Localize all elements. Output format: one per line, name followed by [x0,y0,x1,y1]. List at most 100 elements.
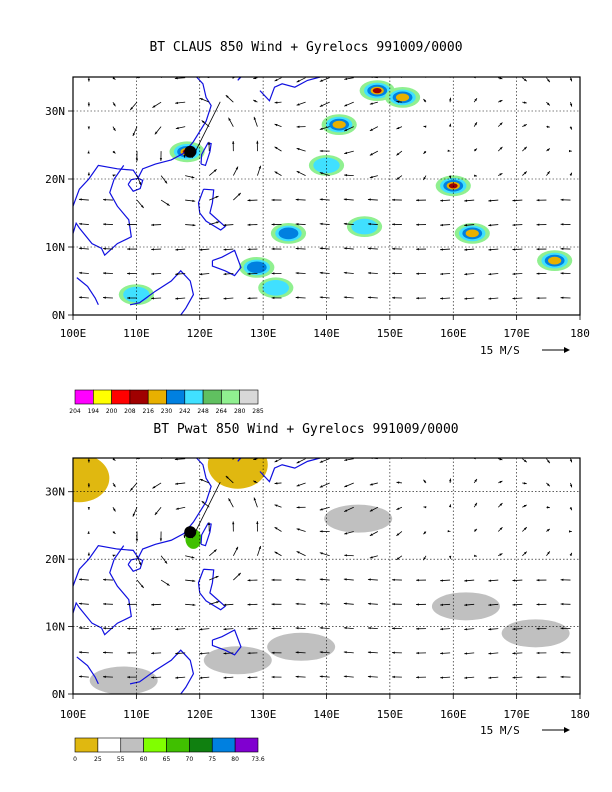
x-tick-label: 150E [377,708,404,721]
wind-arrowhead [78,247,82,250]
wind-arrowhead [448,555,452,559]
wind-arrowhead [274,146,278,150]
pwat-field-mark [501,619,570,648]
wind-arrowhead [547,102,550,106]
wind-arrowhead [344,484,348,487]
wind-arrowhead [175,248,179,251]
wind-arrowhead [464,199,468,202]
wind-arrowhead [396,152,400,156]
plot-frame [72,457,581,695]
wind-arrowhead [296,460,300,464]
x-tick-label: 110E [123,327,150,340]
wind-arrowhead [192,579,196,583]
wind-arrowhead [440,627,444,631]
wind-arrowhead [499,553,503,556]
wind-arrowhead [253,100,257,103]
wind-arrowhead [225,95,229,98]
wind-arrowhead [523,482,527,485]
wind-arrowhead [78,296,82,299]
y-tick-label: 0N [52,688,65,701]
wind-arrowhead [127,603,130,606]
pwat-field-mark [267,632,336,661]
wind-arrowhead [247,627,251,631]
wind-arrowhead [319,578,323,581]
wind-arrowhead [295,296,299,299]
wind-arrowhead [175,628,179,631]
wind-arrowhead [416,627,419,630]
colorbar-label: 25 [94,756,102,763]
wind-arrowhead [199,98,203,101]
wind-arrowhead [512,297,516,300]
wind-arrowhead [228,117,231,121]
wind-arrowhead [319,149,323,153]
wind-arrowhead [488,603,492,607]
wind-arrowhead [464,652,468,655]
wind-arrowhead [247,272,251,275]
wind-arrowhead [512,676,516,679]
wind-arrowhead [87,103,91,107]
colorbar-swatch [93,389,112,405]
wind-arrowhead [440,603,444,606]
wind-arrowhead [78,675,82,678]
wind-arrowhead [223,627,227,631]
wind-arrowhead [488,652,492,655]
wind-arrowhead [367,602,371,606]
x-tick-label: 130E [250,708,277,721]
wind-arrowhead [213,169,217,172]
colorbar-label: 216 [142,408,154,415]
x-tick-label: 180 [570,327,590,340]
storm-track-line [191,481,221,539]
wind-arrowhead [213,549,217,553]
y-tick-label: 0N [52,309,65,322]
y-tick-label: 20N [45,553,65,566]
wind-arrowhead [474,554,477,557]
wind-arrowhead [274,101,278,104]
wind-arrowhead [523,146,527,150]
coastline-china [73,77,212,207]
wind-arrowhead [512,652,516,655]
wind-arrowhead [141,205,144,208]
wind-arrowhead [488,248,492,251]
colorbar-swatch [239,389,259,405]
wind-arrowhead [127,675,130,679]
wind-arrowhead [512,272,516,276]
wind-arrowhead [274,459,278,463]
pwat-field-mark [73,458,110,503]
wind-arrowhead [319,271,323,275]
wind-arrowhead [112,554,116,557]
wind-arrowhead [295,247,299,250]
wind-arrowhead [319,127,323,130]
colorbar-label: 0 [73,756,77,763]
wind-arrowhead [127,627,130,630]
wind-arrowhead [130,107,133,110]
wind-arrowhead [296,148,300,151]
wind-arrowhead [295,198,299,201]
wind-arrowhead [569,78,572,82]
colorbar-label: 75 [208,756,216,763]
wind-arrowhead [271,247,275,251]
wind-arrowhead [319,530,323,533]
cloud-field-mark [395,93,410,102]
wind-arrowhead [296,171,300,174]
wind-arrowhead [423,98,427,102]
wind-arrowhead [127,223,130,226]
wind-arrowhead [87,172,91,176]
wind-arrowhead [423,125,427,128]
wind-arrowhead [392,627,395,630]
coastline-korea [237,458,242,462]
pwat-field-mark [207,458,268,489]
coastline-borneo [129,269,195,315]
x-tick-label: 140E [313,327,340,340]
wind-arrowhead [199,297,203,300]
x-tick-label: 100E [60,327,87,340]
wind-arrowhead [367,222,371,226]
wind-arrowhead [151,272,155,276]
wind-arrowhead [546,125,550,128]
wind-arrowhead [396,74,399,76]
wind-arrowhead [103,272,106,275]
wind-arrowhead [512,627,516,631]
wind-arrowhead [132,513,136,517]
colorbar-label: 208 [124,408,136,415]
wind-arrowhead [396,533,400,536]
wind-arrowhead [159,538,163,542]
